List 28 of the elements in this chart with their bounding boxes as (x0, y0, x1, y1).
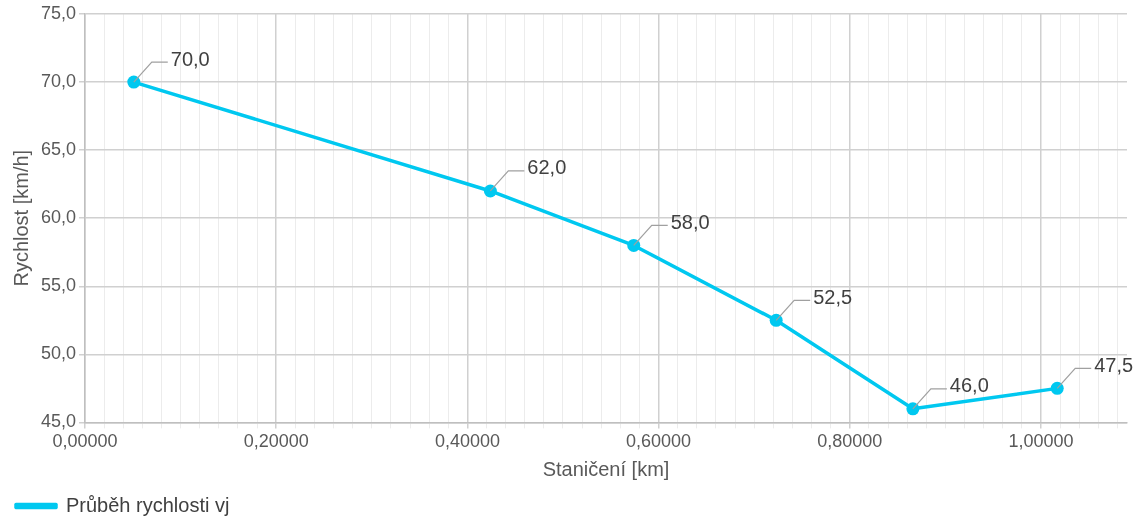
x-axis-title: Staničení [km] (542, 457, 670, 480)
data-label: 52,5 (813, 285, 853, 308)
legend-label: Průběh rychlosti vj (66, 493, 230, 516)
y-tick-label: 55,0 (40, 275, 77, 296)
y-axis-title: Rychlost [km/h] (9, 149, 32, 287)
point (127, 75, 141, 89)
y-tick-label: 45,0 (40, 411, 77, 432)
point (769, 313, 783, 327)
y-tick-label: 70,0 (40, 71, 77, 92)
y-tick-label: 60,0 (40, 207, 77, 228)
data-label: 62,0 (527, 156, 567, 179)
x-tick-label: 0,00000 (52, 431, 118, 452)
data-label: 70,0 (170, 47, 210, 70)
point (627, 238, 641, 252)
data-label: 58,0 (670, 210, 710, 233)
y-tick-label: 75,0 (40, 2, 77, 23)
point (1050, 381, 1064, 395)
point (906, 402, 920, 416)
point (483, 184, 497, 198)
data-label: 47,5 (1094, 353, 1134, 376)
x-tick-label: 0,20000 (243, 431, 309, 452)
x-tick-label: 0,80000 (817, 431, 883, 452)
x-tick-label: 0,40000 (434, 431, 500, 452)
x-tick-label: 1,00000 (1008, 431, 1074, 452)
x-tick-label: 0,60000 (626, 431, 692, 452)
y-tick-label: 50,0 (40, 343, 77, 364)
y-tick-label: 65,0 (40, 139, 77, 160)
data-label: 46,0 (949, 374, 989, 397)
